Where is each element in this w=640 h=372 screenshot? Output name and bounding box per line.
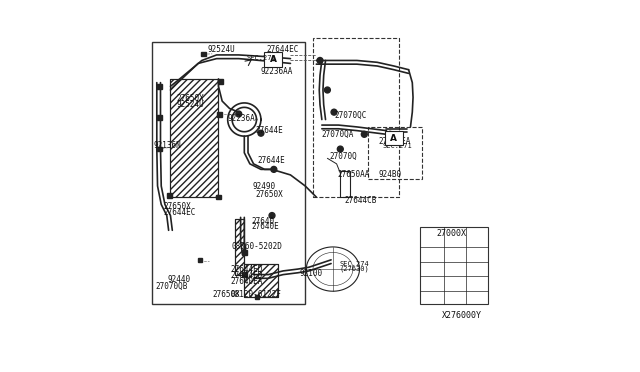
Bar [152, 42, 305, 304]
Text: 27650X: 27650X [176, 94, 204, 103]
Bar [368, 127, 422, 179]
FancyBboxPatch shape [385, 131, 403, 145]
Bar [420, 227, 488, 304]
Text: 27070Q: 27070Q [329, 152, 357, 161]
Text: SEC.274: SEC.274 [340, 260, 369, 266]
Bar [235, 219, 244, 275]
Text: 92490: 92490 [253, 182, 276, 191]
Text: 27644EA: 27644EA [378, 137, 411, 146]
Text: 27650X: 27650X [255, 190, 283, 199]
Text: 27650X: 27650X [163, 202, 191, 211]
Text: 27640EA: 27640EA [230, 278, 263, 286]
Text: 92236A: 92236A [228, 114, 255, 123]
Bar [312, 38, 399, 197]
Bar [198, 258, 202, 262]
Text: 27640E: 27640E [252, 222, 280, 231]
Bar [202, 52, 206, 57]
Circle shape [258, 130, 264, 136]
Bar [235, 219, 244, 275]
Text: SEC.271: SEC.271 [383, 143, 413, 149]
Text: 92524U: 92524U [207, 45, 235, 54]
Text: 27644E: 27644E [257, 156, 285, 166]
Circle shape [331, 109, 337, 115]
Bar [170, 79, 218, 197]
Circle shape [362, 131, 367, 137]
Circle shape [269, 212, 275, 218]
Text: 27000X: 27000X [436, 230, 467, 238]
Text: 27644CB: 27644CB [344, 196, 376, 205]
Text: X276000Y: X276000Y [442, 311, 482, 320]
Text: 27650X: 27650X [213, 291, 241, 299]
Bar [340, 171, 349, 197]
Circle shape [337, 146, 343, 152]
Bar [167, 193, 172, 198]
Text: A: A [269, 55, 276, 64]
Bar [242, 250, 246, 255]
Text: SEC.271: SEC.271 [246, 55, 276, 61]
Text: 27070QB: 27070QB [155, 282, 188, 291]
Text: 27070QA: 27070QA [322, 130, 354, 139]
Bar [157, 115, 162, 120]
Text: 27644ED: 27644ED [230, 264, 263, 273]
Text: 92236AA: 92236AA [260, 67, 292, 76]
Text: 27650AA: 27650AA [338, 170, 370, 179]
Text: 27644EC: 27644EC [266, 45, 299, 54]
Circle shape [317, 58, 323, 63]
Bar [270, 57, 274, 61]
Circle shape [387, 131, 393, 137]
Text: 08360-5202D: 08360-5202D [232, 243, 282, 251]
Bar [157, 84, 162, 89]
Text: 92100: 92100 [300, 269, 323, 278]
Bar [244, 263, 278, 297]
Text: 92524U: 92524U [176, 100, 204, 109]
Text: (27630): (27630) [340, 266, 369, 272]
Text: A: A [390, 134, 397, 142]
Text: 92136N: 92136N [153, 141, 181, 150]
Text: 27644E: 27644E [255, 126, 283, 135]
Circle shape [236, 111, 242, 117]
Bar [216, 195, 221, 199]
Circle shape [324, 87, 330, 93]
Text: 08120-6122F: 08120-6122F [230, 291, 282, 299]
Text: 27644EC: 27644EC [163, 208, 195, 217]
FancyBboxPatch shape [264, 52, 282, 67]
Bar [170, 79, 218, 197]
Text: 27070QC: 27070QC [334, 111, 367, 121]
Text: 924B0: 924B0 [378, 170, 401, 179]
Text: 27640: 27640 [252, 217, 275, 225]
Text: 27644ED: 27644ED [230, 271, 263, 280]
Circle shape [271, 166, 277, 172]
Bar [242, 272, 246, 277]
Bar [218, 79, 223, 84]
Bar [255, 295, 259, 299]
Bar [244, 263, 278, 297]
Bar [157, 147, 162, 151]
Bar [218, 112, 222, 116]
Text: 92440: 92440 [168, 275, 191, 283]
